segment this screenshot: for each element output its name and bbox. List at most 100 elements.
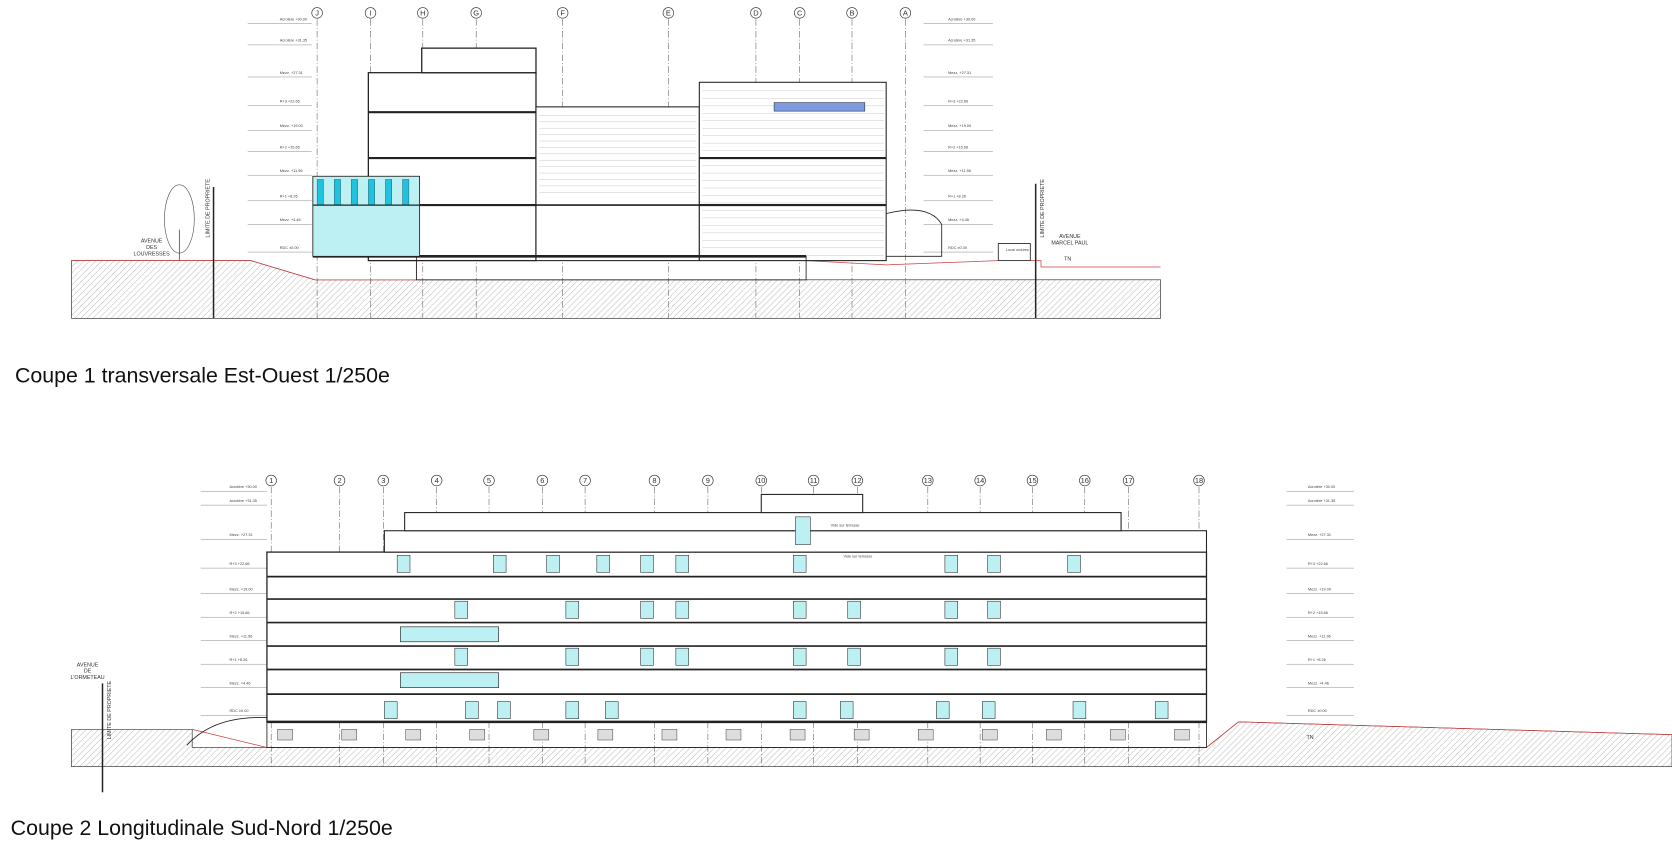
level-label: Mezz. +19.00 [1308, 588, 1331, 592]
level-label: Mezz. +27.31 [230, 533, 253, 537]
car-icon [661, 729, 678, 741]
grid-axis-label: 8 [652, 476, 656, 485]
grid-axis-bubble [755, 474, 767, 487]
grid-axis-label: 12 [853, 476, 861, 485]
street-label-left: LOUVRESSES [134, 251, 171, 257]
level-label: R+3 +22.66 [948, 100, 968, 104]
grid-axis-bubble [417, 7, 429, 19]
grid-axis-bubble [377, 474, 389, 487]
window [640, 647, 654, 666]
level-label: Acrotère +31.35 [1308, 499, 1335, 503]
grid-axis-bubble [470, 7, 482, 19]
glazed-strip [400, 672, 499, 689]
street-label-right: MARCEL PAUL [1051, 241, 1088, 247]
level-label: Acrotère +30.00 [1308, 485, 1335, 489]
street-label-left: DES [146, 245, 157, 251]
ground-hatch [71, 260, 1161, 319]
level-label: R+2 +15.66 [948, 146, 968, 150]
level-label: Acrotère +30.00 [280, 17, 307, 21]
level-label: R+3 +22.66 [1308, 562, 1328, 566]
glazing-panel [368, 179, 375, 206]
ramp-canopy [886, 209, 943, 257]
grid-axis-label: 16 [1081, 476, 1089, 485]
window [493, 555, 507, 573]
window [793, 600, 807, 619]
basement [415, 255, 807, 281]
window [982, 701, 996, 719]
grid-axis-bubble [557, 7, 569, 19]
window [847, 600, 861, 619]
street-label-left: AVENUE [141, 238, 163, 244]
window [1067, 555, 1081, 573]
grid-axis-label: 9 [706, 476, 710, 485]
grid-axis-bubble [922, 474, 934, 487]
glazed-block [312, 175, 421, 257]
level-label: Mezz. +11.96 [1308, 635, 1331, 639]
grid-axis-bubble [974, 474, 986, 487]
window [793, 555, 807, 573]
grid-axis-label: J [315, 9, 319, 18]
level-label: Mezz. +11.96 [280, 169, 303, 173]
grid-axis-label: 17 [1124, 476, 1132, 485]
glazed-stair [795, 516, 811, 545]
skylight [773, 102, 866, 112]
tn-label: TN [1306, 735, 1313, 741]
level-label: Acrotère +31.35 [230, 499, 257, 503]
street-label-left: DE [84, 669, 92, 675]
glazing-panel [385, 179, 393, 206]
grid-axis-bubble [794, 7, 806, 19]
level-label: Acrotère +31.35 [280, 39, 307, 43]
property-limit-label: LIMITE DE PROPRIETE [1040, 179, 1046, 238]
window [1072, 701, 1087, 719]
window [936, 701, 950, 719]
grid-axis-bubble [579, 474, 591, 487]
window [944, 647, 958, 666]
level-label: R+2 +15.66 [230, 611, 250, 615]
grid-axis-label: 3 [381, 476, 385, 485]
grid-axis-bubble [807, 474, 820, 487]
window [640, 555, 654, 573]
grid-axis-label: 5 [487, 476, 491, 485]
grid-axis-label: C [797, 9, 803, 18]
window [546, 555, 560, 573]
grid-axis-bubble [899, 7, 912, 19]
grid-axis-label: E [666, 9, 671, 18]
level-label: Mezz. +4.46 [280, 218, 301, 222]
level-label: RDC ±0.00 [230, 709, 249, 713]
car-icon [917, 729, 934, 741]
window [396, 555, 411, 573]
window [384, 701, 398, 719]
level-label: Mezz. +19.00 [230, 588, 253, 592]
section-1-title: Coupe 1 transversale Est-Ouest 1/250e [15, 363, 390, 387]
window [793, 647, 807, 666]
grid-axis-label: I [369, 9, 371, 18]
level-label: RDC ±0.00 [948, 246, 967, 250]
level-label: R+1 +8.26 [948, 195, 966, 199]
ground-hatch [71, 721, 1672, 768]
section-2-title: Coupe 2 Longitudinale Sud-Nord 1/250e [11, 816, 393, 840]
grid-axis-label: D [753, 9, 759, 18]
window [944, 600, 958, 619]
level-label: Mezz. +19.00 [280, 124, 303, 128]
grid-axis-bubble [648, 474, 661, 487]
level-label: R+2 +15.66 [1308, 611, 1328, 615]
car-icon [277, 729, 293, 741]
level-label: Mezz. +4.46 [948, 218, 969, 222]
grid-axis-bubble [265, 474, 277, 487]
window [454, 647, 468, 666]
grid-axis-label: H [420, 9, 425, 18]
window [605, 701, 619, 719]
grid-axis-label: 10 [757, 476, 765, 485]
level-label: R+1 +8.26 [280, 195, 298, 199]
level-label: Mezz. +27.31 [948, 71, 971, 75]
grid-axis-label: 18 [1195, 476, 1203, 485]
top-floor [404, 512, 1122, 532]
street-label-left: AVENUE [77, 662, 99, 668]
glazing-panel [351, 179, 358, 206]
void-label: Vide sur terrasse [831, 523, 860, 527]
glazed-strip [400, 626, 499, 643]
level-label: Mezz. +4.46 [1308, 681, 1329, 685]
car-icon [533, 729, 550, 741]
east-block [698, 81, 887, 262]
grid-axis-label: 15 [1028, 476, 1036, 485]
